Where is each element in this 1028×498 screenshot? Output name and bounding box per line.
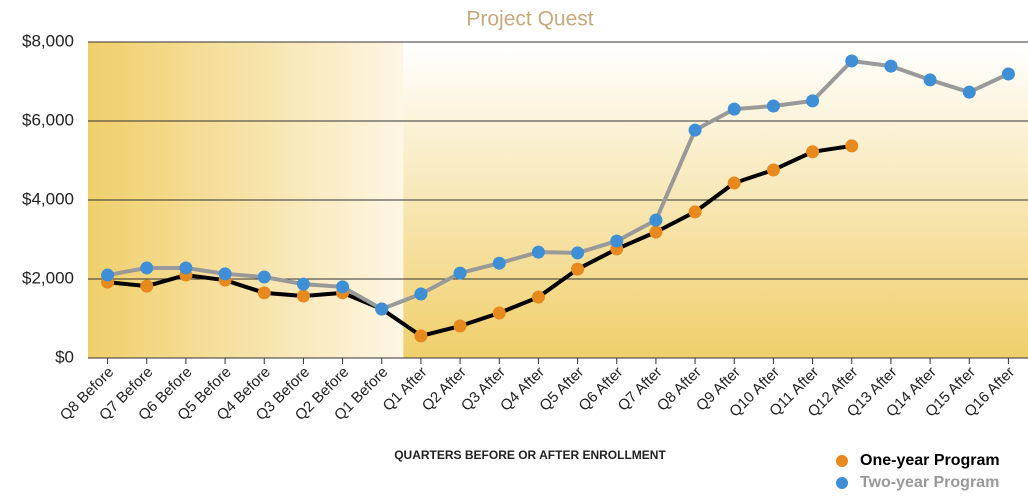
chart-title: Project Quest [466,8,593,31]
data-point [1001,67,1015,81]
data-point [296,277,310,291]
data-point [531,290,545,304]
data-point [531,245,545,259]
data-point [336,280,350,294]
legend-label: Two-year Program [860,474,999,491]
series-line [107,143,853,338]
data-point [845,54,859,68]
data-point [414,287,428,301]
data-point [727,102,741,116]
data-point [845,139,859,153]
data-point [492,306,506,320]
y-tick-label: $4,000 [22,189,74,208]
series-line [107,58,1010,312]
data-point [688,123,702,137]
data-point [571,246,585,260]
x-axis-label: QUARTERS BEFORE OR AFTER ENROLLMENT [394,448,666,462]
data-point [140,279,154,293]
data-point [806,94,820,108]
data-point [766,99,780,113]
data-point [571,262,585,276]
data-point [688,205,702,219]
y-tick-label: $0 [55,347,74,366]
data-point [453,266,467,280]
data-point [140,261,154,275]
y-tick-label: $6,000 [22,110,74,129]
data-point [649,225,663,239]
legend-label: One-year Program [860,452,1000,469]
data-point [492,256,506,270]
data-point [218,267,232,281]
legend-marker [836,477,848,489]
y-tick-label: $2,000 [22,268,74,287]
data-point [806,145,820,159]
y-tick-label: $8,000 [22,31,74,50]
data-point [257,270,271,284]
data-point [296,289,310,303]
data-point [101,268,115,282]
data-point [962,85,976,99]
data-point [649,213,663,227]
data-point [923,73,937,87]
data-point [453,319,467,333]
data-point [257,286,271,300]
data-point [414,329,428,343]
data-point [766,163,780,177]
data-point [884,59,898,73]
data-point [375,302,389,316]
data-point [727,176,741,190]
data-point [610,234,624,248]
legend-marker [836,455,848,467]
data-point [179,261,193,275]
